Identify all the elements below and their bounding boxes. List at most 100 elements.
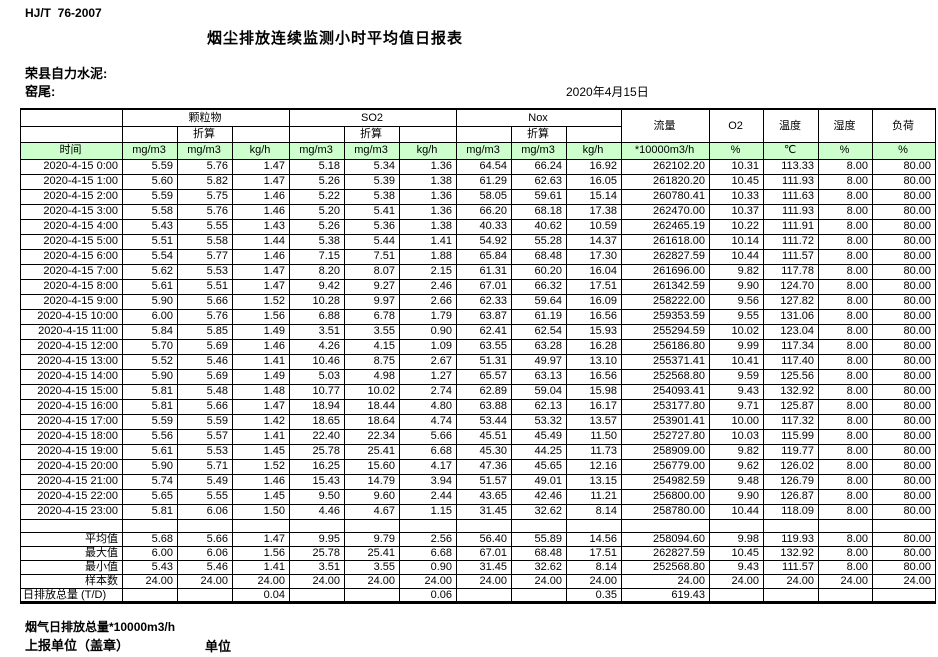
table-row: 2020-4-15 23:00 5.81 6.06 1.50 4.46 4.67 1.15 3…: [20, 503, 937, 520]
value-cell: 10.41: [709, 353, 765, 370]
value-cell: 8.00: [818, 278, 874, 295]
value-cell: 8.00: [818, 443, 874, 460]
time-cell: 2020-4-15 17:00: [20, 413, 123, 430]
value-cell: 25.78: [289, 443, 346, 460]
table-row: 2020-4-15 8:00 5.61 5.51 1.47 9.42 9.27 2.46 67…: [20, 278, 937, 295]
value-cell: 5.22: [289, 188, 346, 205]
value-cell: 16.09: [566, 293, 623, 310]
value-cell: 16.17: [566, 398, 623, 415]
unit-cell: mg/m3: [511, 141, 568, 160]
value-cell: 1.50: [231, 503, 291, 520]
value-cell: 113.33: [763, 158, 820, 175]
value-cell: 255371.41: [621, 353, 711, 370]
summary-value-cell: 25.41: [344, 545, 401, 561]
time-cell: 2020-4-15 22:00: [20, 488, 123, 505]
value-cell: 80.00: [872, 413, 937, 430]
value-cell: 4.15: [344, 338, 401, 355]
value-cell: 6.06: [177, 503, 233, 520]
summary-value-cell: [709, 587, 765, 603]
value-cell: 15.98: [566, 383, 623, 400]
summary-value-cell: 8.00: [818, 559, 874, 575]
value-cell: 18.65: [289, 413, 346, 430]
report-date: 2020年4月15日: [566, 85, 649, 99]
summary-value-cell: 111.57: [763, 559, 820, 575]
empty-cell: [122, 518, 178, 533]
value-cell: 16.56: [566, 308, 623, 325]
summary-value-cell: [177, 587, 233, 603]
value-cell: 5.38: [344, 188, 401, 205]
header-time: 时间: [20, 141, 123, 160]
value-cell: 8.00: [818, 233, 874, 250]
value-cell: 1.46: [231, 473, 291, 490]
value-cell: 261820.20: [621, 173, 711, 190]
unit-cell: mg/m3: [456, 141, 513, 160]
value-cell: 58.05: [456, 188, 513, 205]
value-cell: 13.10: [566, 353, 623, 370]
summary-value-cell: 24.00: [511, 573, 568, 589]
value-cell: 63.28: [511, 338, 568, 355]
value-cell: 66.32: [511, 278, 568, 295]
value-cell: 8.20: [289, 263, 346, 280]
value-cell: 49.01: [511, 473, 568, 490]
value-cell: 45.65: [511, 458, 568, 475]
summary-value-cell: 9.79: [344, 531, 401, 547]
empty-cell: [456, 518, 513, 533]
header-empty-cell: [289, 125, 346, 143]
value-cell: 5.76: [177, 158, 233, 175]
value-cell: 111.93: [763, 173, 820, 190]
value-cell: 5.84: [122, 323, 178, 340]
location-label: 窑尾:: [25, 84, 56, 99]
value-cell: 45.49: [511, 428, 568, 445]
value-cell: 5.76: [177, 203, 233, 220]
summary-label-cell: 最小值: [20, 559, 123, 575]
value-cell: 42.46: [511, 488, 568, 505]
value-cell: 80.00: [872, 503, 937, 520]
value-cell: 262827.59: [621, 248, 711, 265]
table-row: 2020-4-15 4:00 5.43 5.55 1.43 5.26 5.36 1.38 40…: [20, 218, 937, 235]
value-cell: 1.47: [231, 173, 291, 190]
value-cell: 5.57: [177, 428, 233, 445]
value-cell: 80.00: [872, 263, 937, 280]
value-cell: 54.92: [456, 233, 513, 250]
value-cell: 5.38: [289, 233, 346, 250]
value-cell: 1.56: [231, 308, 291, 325]
table-row: 2020-4-15 0:00 5.59 5.76 1.47 5.18 5.34 1.36 64…: [20, 158, 937, 175]
value-cell: 9.99: [709, 338, 765, 355]
value-cell: 5.70: [122, 338, 178, 355]
empty-cell: [872, 518, 937, 533]
time-cell: 2020-4-15 10:00: [20, 308, 123, 325]
summary-value-cell: 24.00: [566, 573, 623, 589]
value-cell: 2.66: [399, 293, 458, 310]
summary-value-cell: 80.00: [872, 545, 937, 561]
value-cell: 127.82: [763, 293, 820, 310]
value-cell: 16.04: [566, 263, 623, 280]
value-cell: 80.00: [872, 458, 937, 475]
value-cell: 259353.59: [621, 308, 711, 325]
value-cell: 8.00: [818, 383, 874, 400]
value-cell: 10.02: [709, 323, 765, 340]
summary-value-cell: 80.00: [872, 559, 937, 575]
value-cell: 80.00: [872, 443, 937, 460]
value-cell: 5.43: [122, 218, 178, 235]
header-o2: O2: [709, 108, 765, 143]
time-cell: 2020-4-15 11:00: [20, 323, 123, 340]
value-cell: 8.00: [818, 353, 874, 370]
value-cell: 254093.41: [621, 383, 711, 400]
value-cell: 15.43: [289, 473, 346, 490]
summary-value-cell: 5.66: [177, 531, 233, 547]
summary-value-cell: 2.56: [399, 531, 458, 547]
value-cell: 67.01: [456, 278, 513, 295]
header-empty-cell: [20, 125, 123, 143]
value-cell: 22.34: [344, 428, 401, 445]
unit-cell: mg/m3: [289, 141, 346, 160]
value-cell: 63.55: [456, 338, 513, 355]
table-row: 2020-4-15 3:00 5.58 5.76 1.46 5.20 5.41 1.36 66…: [20, 203, 937, 220]
value-cell: 1.52: [231, 293, 291, 310]
value-cell: 8.00: [818, 248, 874, 265]
time-cell: 2020-4-15 0:00: [20, 158, 123, 175]
value-cell: 5.74: [122, 473, 178, 490]
value-cell: 18.94: [289, 398, 346, 415]
header-empty-cell: [20, 108, 123, 127]
value-cell: 9.43: [709, 383, 765, 400]
summary-value-cell: 68.48: [511, 545, 568, 561]
